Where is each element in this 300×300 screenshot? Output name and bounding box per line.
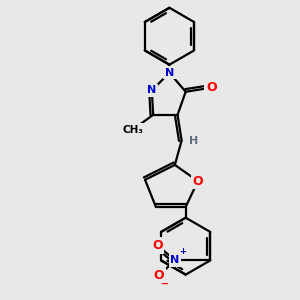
Text: CH₃: CH₃ — [122, 125, 143, 135]
Text: N: N — [165, 68, 174, 78]
Text: O: O — [152, 239, 163, 252]
Text: N: N — [147, 85, 157, 95]
Text: +: + — [178, 247, 186, 256]
Text: N: N — [170, 255, 180, 266]
Text: O: O — [154, 269, 164, 282]
Text: O: O — [206, 81, 217, 94]
Text: O: O — [193, 175, 203, 188]
Text: H: H — [189, 136, 198, 146]
Text: −: − — [161, 279, 169, 289]
